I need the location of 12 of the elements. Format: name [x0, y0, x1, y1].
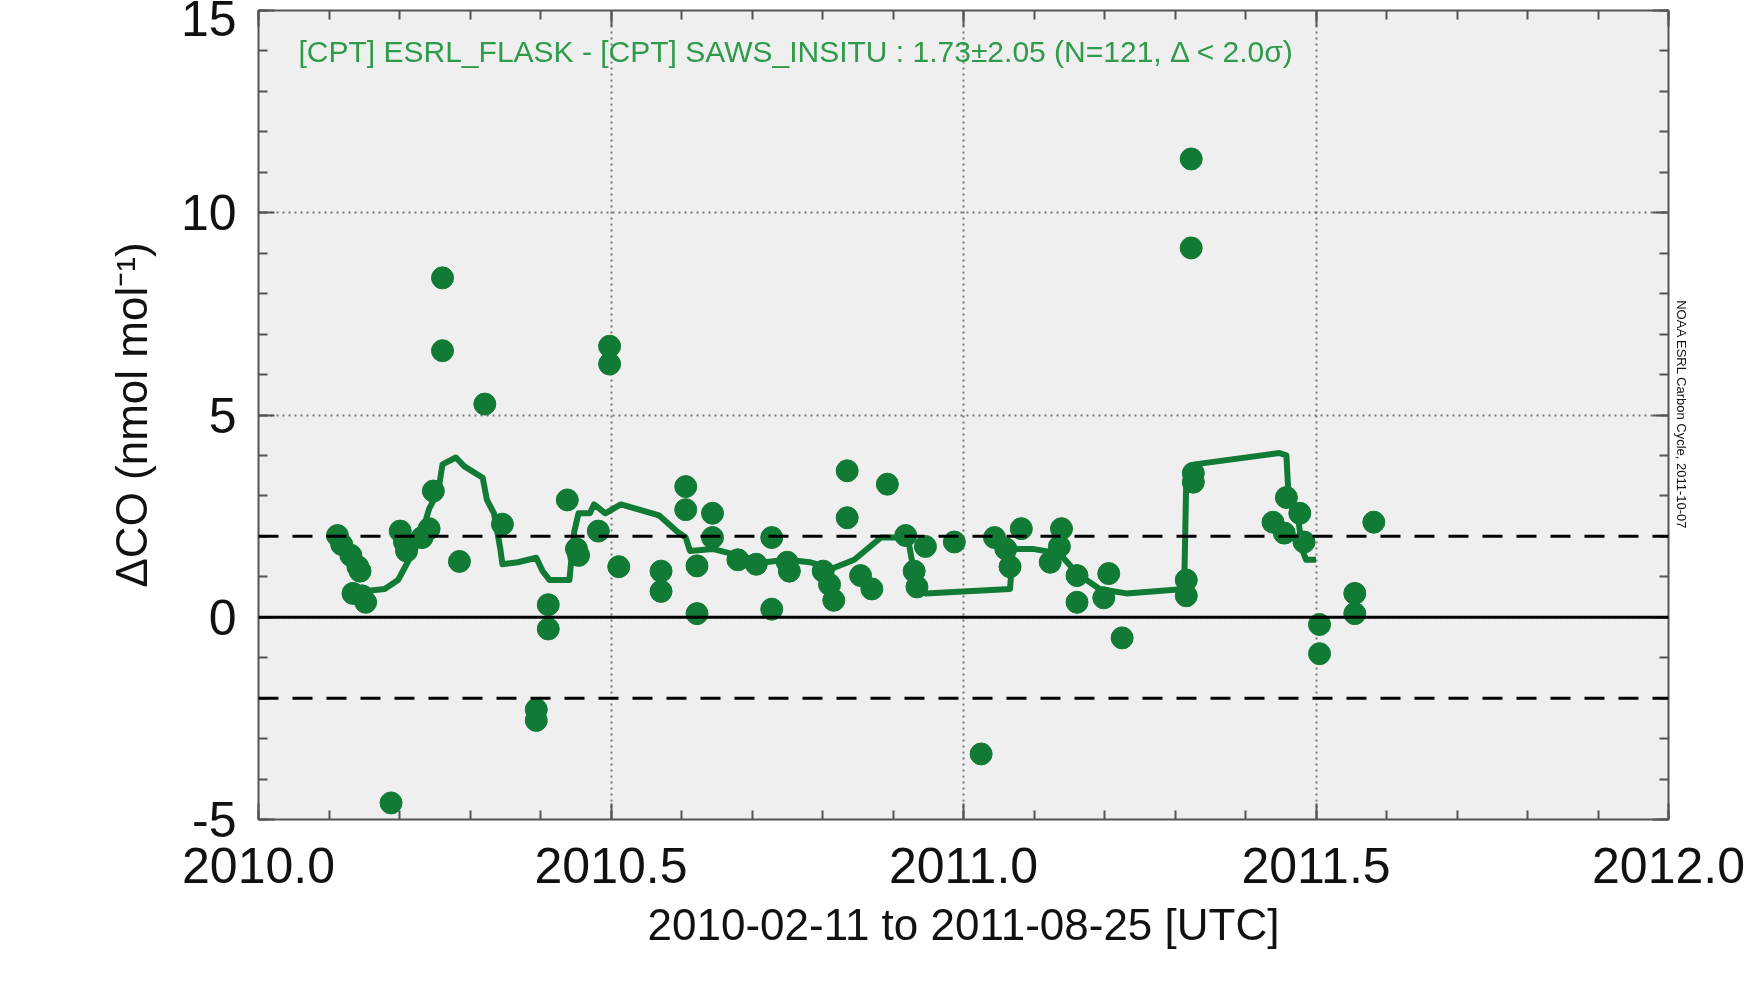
x-tick-label: 2010.5 [534, 837, 688, 894]
y-tick-label: 5 [208, 387, 237, 444]
y-axis-title: ΔCO (nmol mol⁻¹) [106, 242, 156, 588]
x-tick-label: 2011.0 [888, 837, 1039, 894]
x-tick-label: 2012.0 [1592, 837, 1745, 894]
text: NOAA ESRL Carbon Cycle, 2011-10-07 [1673, 300, 1689, 529]
y-tick-label: 10 [180, 185, 237, 242]
y-tick-label: 0 [208, 589, 237, 646]
annotation: [CPT] ESRL_FLASK - [CPT] SAWS_INSITU : 1.73±2.05 (N=121, Δ < 2.0σ) [298, 34, 1293, 68]
x-tick-label: 2011.5 [1241, 837, 1391, 894]
x-axis-title: 2010-02-11 to 2011-08-25 [UTC] [647, 899, 1280, 949]
y-tick-label: 15 [180, 0, 237, 47]
